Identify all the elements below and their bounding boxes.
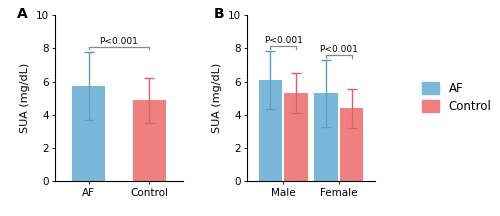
Bar: [284, 93, 308, 181]
Legend: AF, Control: AF, Control: [420, 79, 494, 115]
Y-axis label: SUA (mg/dL): SUA (mg/dL): [212, 63, 222, 133]
Text: A: A: [16, 7, 28, 21]
Text: B: B: [214, 7, 224, 21]
Bar: [72, 86, 106, 181]
Bar: [340, 108, 363, 181]
Bar: [132, 100, 166, 181]
Text: P<0.001: P<0.001: [264, 36, 303, 45]
Text: P<0.001: P<0.001: [100, 37, 138, 46]
Text: P<0.001: P<0.001: [319, 45, 358, 54]
Bar: [258, 80, 282, 181]
Y-axis label: SUA (mg/dL): SUA (mg/dL): [20, 63, 30, 133]
Bar: [314, 94, 338, 181]
